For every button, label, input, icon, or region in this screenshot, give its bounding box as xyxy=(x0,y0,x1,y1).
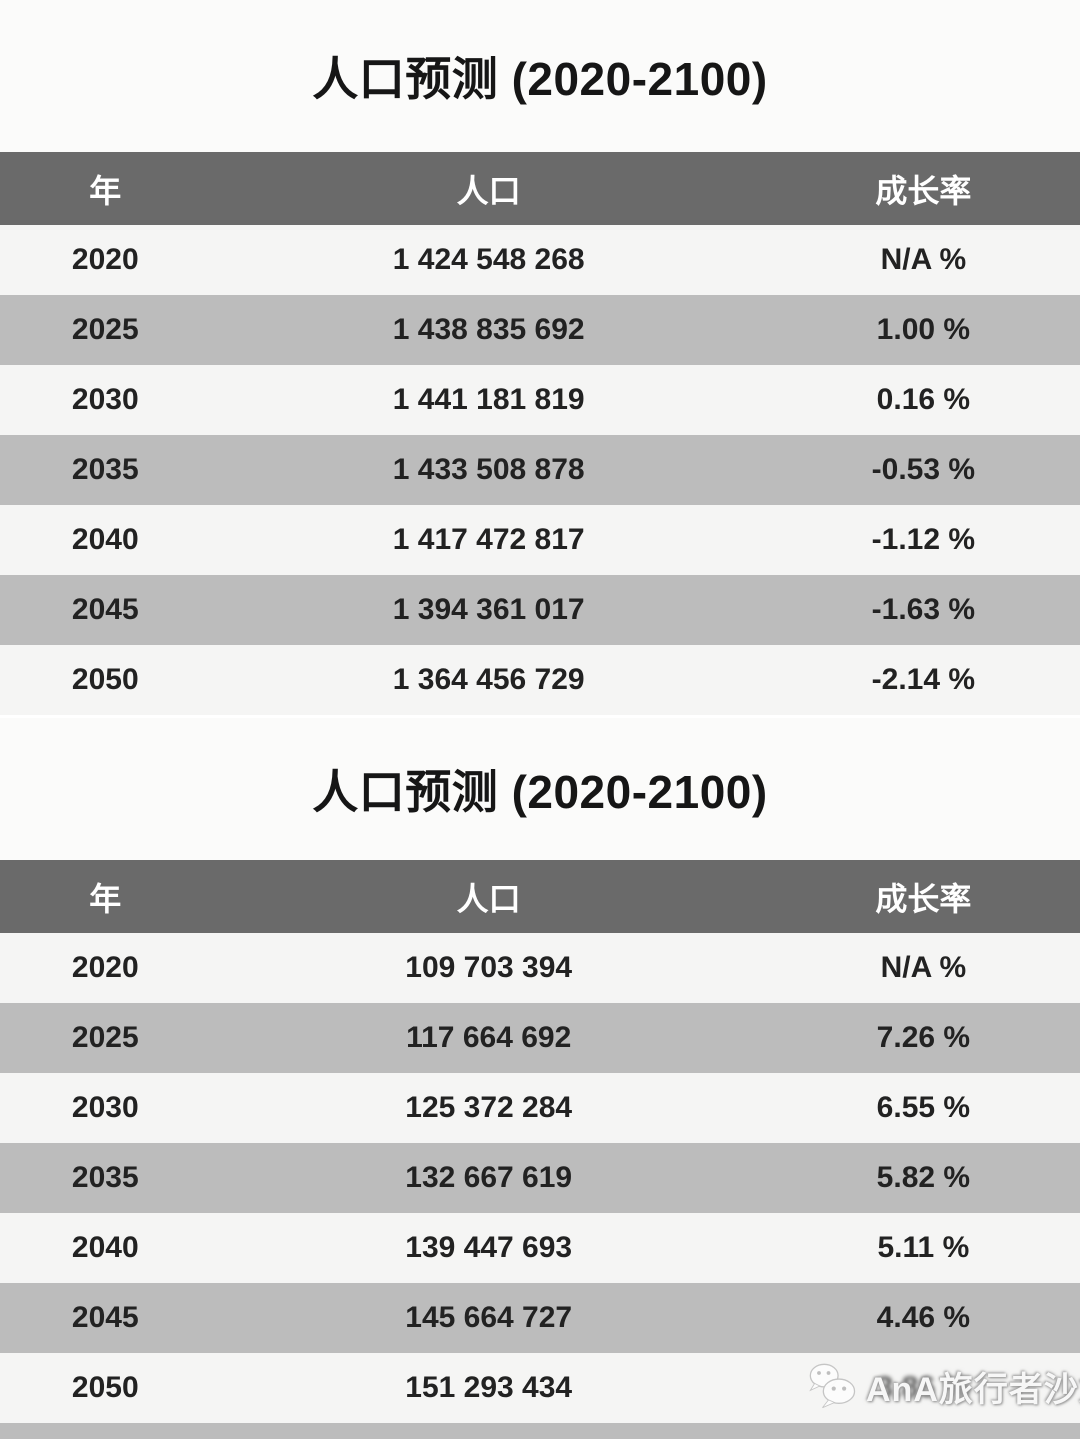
year-cell: 2045 xyxy=(71,593,139,626)
growth-rate-column-header: 成长率 xyxy=(875,172,972,209)
population-cell: 1 438 835 692 xyxy=(392,313,585,346)
year-column-header: 年 xyxy=(89,172,122,209)
year-cell: 2035 xyxy=(71,1161,139,1194)
table-row: 2025 117 664 692 7.26 % xyxy=(0,1003,1080,1073)
year-cell: 2030 xyxy=(71,383,139,416)
year-cell: 2035 xyxy=(71,453,139,486)
population-cell: 139 447 693 xyxy=(405,1231,573,1264)
population-cell: 151 293 434 xyxy=(405,1371,573,1404)
table1-title-block: 人口预测 (2020-2100) xyxy=(0,0,1080,152)
table-row: 2035 1 433 508 878 -0.53 % xyxy=(0,435,1080,505)
year-cell: 2040 xyxy=(71,523,139,556)
population-column-header: 人口 xyxy=(456,880,521,917)
growth-cell: 4.46 % xyxy=(876,1301,971,1334)
table-row: 2030 125 372 284 6.55 % xyxy=(0,1073,1080,1143)
year-cell: 2025 xyxy=(71,313,139,346)
growth-cell: -1.63 % xyxy=(871,593,976,626)
table1-header-row: 年 人口 成长率 xyxy=(0,152,1080,225)
population-cell: 1 433 508 878 xyxy=(392,453,585,486)
table-row: 2050 1 364 456 729 -2.14 % xyxy=(0,645,1080,715)
population-cell: 1 417 472 817 xyxy=(392,523,585,556)
table-row: 2040 1 417 472 817 -1.12 % xyxy=(0,505,1080,575)
population-cell: 1 441 181 819 xyxy=(392,383,585,416)
year-column-header: 年 xyxy=(89,880,122,917)
table-row: 2040 139 447 693 5.11 % xyxy=(0,1213,1080,1283)
year-cell: 2045 xyxy=(71,1301,139,1334)
population-cell: 145 664 727 xyxy=(405,1301,573,1334)
growth-cell: -1.12 % xyxy=(871,523,976,556)
table2-title: 人口预测 (2020-2100) xyxy=(312,766,768,818)
table1-title: 人口预测 (2020-2100) xyxy=(312,53,768,105)
year-cell: 2050 xyxy=(71,1371,139,1404)
population-cell: 132 667 619 xyxy=(405,1161,573,1194)
table-row: 2025 1 438 835 692 1.00 % xyxy=(0,295,1080,365)
growth-cell: 6.55 % xyxy=(876,1091,971,1124)
table-row: 2050 151 293 434 3.86 % xyxy=(0,1353,1080,1423)
population-cell: 117 664 692 xyxy=(406,1021,572,1054)
table2-title-block: 人口预测 (2020-2100) xyxy=(0,715,1080,860)
growth-cell: N/A % xyxy=(880,243,967,276)
growth-cell: N/A % xyxy=(880,951,967,984)
population-cell: 125 372 284 xyxy=(405,1091,573,1124)
table-row: 2035 132 667 619 5.82 % xyxy=(0,1143,1080,1213)
population-cell: 109 703 394 xyxy=(405,951,573,984)
growth-cell: -0.53 % xyxy=(871,453,976,486)
table-row: 2030 1 441 181 819 0.16 % xyxy=(0,365,1080,435)
year-cell: 2025 xyxy=(71,1021,139,1054)
table2-header-row: 年 人口 成长率 xyxy=(0,860,1080,933)
growth-cell: -2.14 % xyxy=(871,663,976,696)
partial-next-row xyxy=(0,1423,1080,1439)
growth-cell: 3.86 % xyxy=(876,1371,971,1404)
growth-cell: 5.82 % xyxy=(876,1161,971,1194)
table-row: 2045 145 664 727 4.46 % xyxy=(0,1283,1080,1353)
population-cell: 1 424 548 268 xyxy=(392,243,585,276)
year-cell: 2020 xyxy=(71,243,139,276)
population-column-header: 人口 xyxy=(456,172,521,209)
growth-cell: 5.11 % xyxy=(877,1231,970,1264)
growth-rate-column-header: 成长率 xyxy=(875,880,972,917)
table-row: 2045 1 394 361 017 -1.63 % xyxy=(0,575,1080,645)
population-cell: 1 394 361 017 xyxy=(392,593,585,626)
table-row: 2020 1 424 548 268 N/A % xyxy=(0,225,1080,295)
year-cell: 2040 xyxy=(71,1231,139,1264)
growth-cell: 7.26 % xyxy=(876,1021,971,1054)
year-cell: 2030 xyxy=(71,1091,139,1124)
table-row: 2020 109 703 394 N/A % xyxy=(0,933,1080,1003)
growth-cell: 0.16 % xyxy=(876,383,971,416)
population-cell: 1 364 456 729 xyxy=(392,663,585,696)
growth-cell: 1.00 % xyxy=(876,313,971,346)
year-cell: 2050 xyxy=(71,663,139,696)
year-cell: 2020 xyxy=(71,951,139,984)
